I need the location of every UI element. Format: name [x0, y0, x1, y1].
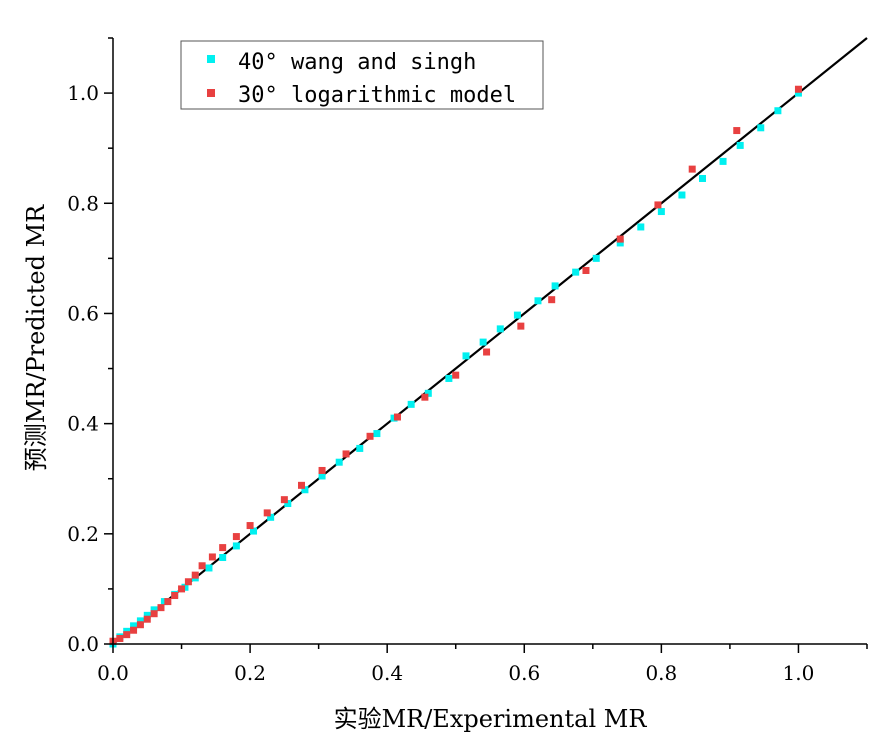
point-series-1-38 — [698, 174, 706, 182]
reference-line-y-equals-x — [112, 37, 868, 645]
point-series-1-19 — [335, 458, 343, 466]
point-series-2-14 — [208, 553, 216, 561]
legend-label-series-1: 40° wang and singh — [238, 50, 476, 75]
point-series-2-10 — [178, 585, 186, 593]
point-series-1-23 — [407, 400, 415, 408]
y-tick-label-5: 1.0 — [67, 81, 99, 105]
point-series-2-13 — [198, 562, 206, 570]
y-tick-label-0: 0.0 — [67, 632, 99, 656]
point-series-2-26 — [452, 371, 460, 379]
point-series-1-42 — [774, 107, 782, 115]
point-series-1-13 — [232, 542, 240, 550]
point-series-1-32 — [572, 268, 580, 276]
point-series-1-30 — [534, 297, 542, 305]
point-series-2-32 — [654, 201, 662, 209]
x-axis-title: 实验MR/Experimental MR — [334, 705, 648, 733]
legend-label-series-2: 30° logarithmic model — [238, 83, 516, 108]
point-series-2-2 — [123, 631, 131, 639]
point-series-2-11 — [184, 578, 192, 586]
point-series-2-24 — [393, 413, 401, 421]
point-series-1-34 — [616, 239, 624, 247]
point-series-1-39 — [719, 157, 727, 165]
x-tick-label-0: 0.0 — [97, 661, 129, 685]
y-axis: 0.0 0.2 0.4 0.6 0.8 1.0 — [67, 37, 114, 656]
x-tick-label-2: 0.4 — [371, 661, 403, 685]
y-axis-title: 预测MR/Predicted MR — [22, 204, 50, 471]
point-series-2-31 — [616, 235, 624, 243]
legend-box — [180, 40, 544, 110]
point-series-2-21 — [318, 466, 326, 474]
legend-marker-series-2 — [207, 89, 215, 97]
plot-area — [109, 37, 868, 648]
legend: 40° wang and singh 30° logarithmic model — [180, 40, 544, 110]
point-series-1-6 — [150, 606, 158, 614]
point-series-2-20 — [298, 481, 305, 489]
point-series-1-31 — [551, 282, 559, 290]
point-series-2-22 — [342, 450, 350, 458]
point-series-2-8 — [164, 598, 172, 606]
point-series-1-41 — [757, 124, 765, 132]
point-series-2-25 — [421, 393, 429, 401]
point-series-1-28 — [496, 325, 504, 333]
point-series-2-19 — [280, 496, 288, 504]
point-series-2-30 — [582, 266, 590, 274]
point-series-2-33 — [688, 165, 696, 173]
point-series-2-29 — [548, 296, 556, 304]
point-series-2-16 — [232, 533, 240, 541]
point-series-2-35 — [794, 85, 802, 93]
point-series-2-5 — [143, 615, 151, 623]
point-series-1-37 — [678, 191, 686, 199]
point-series-2-15 — [219, 544, 227, 552]
point-series-2-9 — [171, 592, 179, 600]
point-series-2-17 — [246, 522, 254, 530]
point-series-2-18 — [263, 509, 271, 517]
point-series-1-3 — [130, 622, 138, 630]
point-series-2-34 — [733, 127, 741, 135]
point-series-1-15 — [267, 513, 275, 521]
point-series-1-29 — [513, 311, 521, 319]
point-series-1-5 — [143, 611, 151, 619]
point-series-2-7 — [157, 604, 165, 612]
point-series-2-12 — [191, 571, 199, 579]
point-series-1-18 — [318, 472, 326, 480]
point-series-1-24 — [424, 389, 432, 397]
point-series-1-16 — [284, 500, 292, 508]
legend-marker-series-1 — [207, 55, 215, 63]
point-series-1-25 — [445, 374, 453, 382]
point-series-1-21 — [373, 430, 381, 438]
point-series-1-20 — [356, 444, 364, 452]
x-tick-label-4: 0.8 — [645, 661, 677, 685]
point-series-2-3 — [130, 626, 138, 634]
point-series-2-4 — [136, 621, 144, 629]
x-tick-label-1: 0.2 — [234, 661, 266, 685]
point-series-2-1 — [116, 634, 124, 642]
y-tick-label-1: 0.2 — [67, 522, 99, 546]
point-series-1-36 — [657, 208, 665, 216]
point-series-2-6 — [150, 610, 158, 618]
point-series-1-17 — [301, 486, 309, 494]
point-series-1-35 — [637, 223, 645, 231]
y-tick-label-4: 0.8 — [67, 191, 99, 215]
point-series-1-27 — [479, 338, 487, 346]
point-series-1-11 — [205, 564, 213, 572]
x-axis: 0.0 0.2 0.4 0.6 0.8 1.0 — [97, 643, 868, 685]
point-series-1-14 — [250, 527, 258, 535]
point-series-1-33 — [592, 254, 600, 262]
y-tick-label-3: 0.6 — [67, 301, 99, 325]
point-series-2-27 — [483, 348, 491, 356]
y-tick-label-2: 0.4 — [67, 412, 99, 436]
point-series-2-28 — [517, 322, 525, 330]
point-series-1-4 — [136, 617, 144, 625]
point-series-2-23 — [366, 432, 374, 440]
point-series-1-40 — [736, 141, 744, 149]
point-series-1-43 — [794, 89, 802, 97]
point-series-1-12 — [219, 554, 227, 562]
point-series-1-26 — [462, 352, 470, 360]
x-tick-label-5: 1.0 — [783, 661, 815, 685]
x-tick-label-3: 0.6 — [508, 661, 540, 685]
